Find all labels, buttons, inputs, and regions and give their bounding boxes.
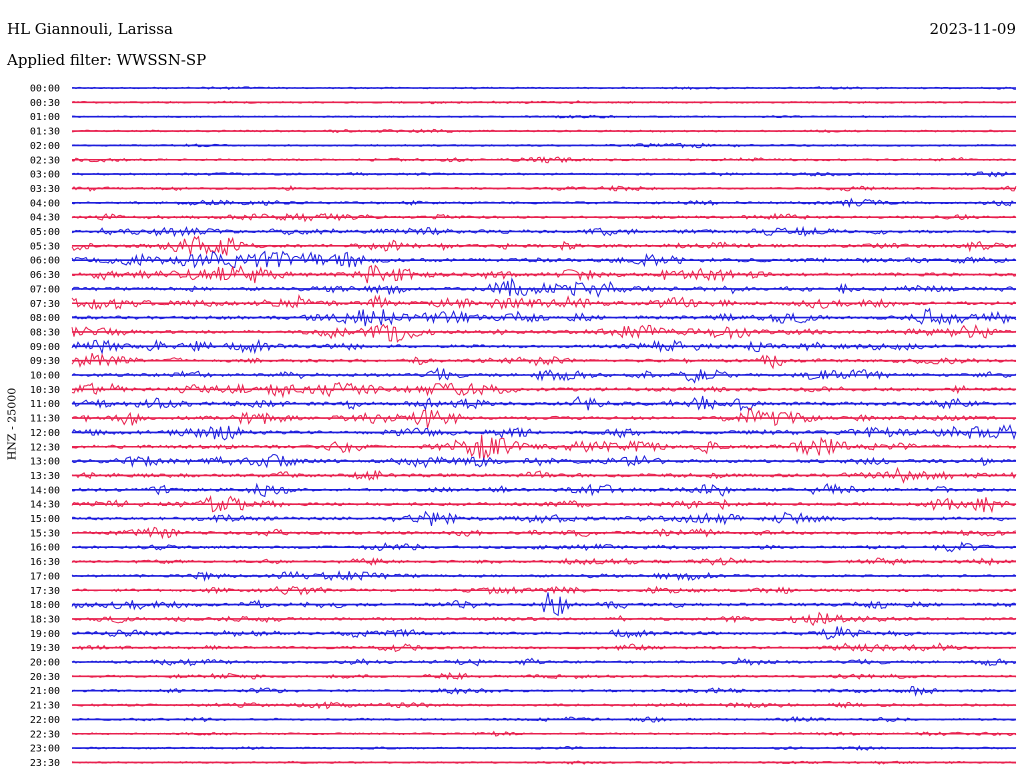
time-tick-label: 00:00	[30, 84, 60, 95]
trace-row	[71, 323, 1017, 343]
time-tick-labels: 00:00 00:30 01:00 01:30 02:00 02:30 03:00 03:30…	[30, 84, 60, 769]
time-tick-label: 09:00	[30, 342, 60, 353]
time-tick-label: 23:00	[30, 744, 60, 755]
time-tick-label: 14:00	[30, 485, 60, 496]
time-tick-label: 07:00	[30, 284, 60, 295]
time-tick-label: 21:30	[30, 701, 60, 712]
time-tick-label: 08:00	[30, 313, 60, 324]
time-tick-label: 11:00	[30, 399, 60, 410]
time-tick-label: 21:00	[30, 686, 60, 697]
time-tick-label: 03:00	[30, 170, 60, 181]
time-tick-label: 12:30	[30, 442, 60, 453]
time-tick-label: 16:30	[30, 557, 60, 568]
time-tick-label: 18:30	[30, 614, 60, 625]
time-tick-label: 19:30	[30, 643, 60, 654]
time-tick-label: 05:30	[30, 241, 60, 252]
time-tick-label: 18:00	[30, 600, 60, 611]
time-tick-label: 04:00	[30, 198, 60, 209]
time-tick-label: 17:30	[30, 586, 60, 597]
time-tick-label: 11:30	[30, 414, 60, 425]
time-tick-label: 22:30	[30, 729, 60, 740]
trace-row	[71, 277, 1017, 298]
time-tick-label: 12:00	[30, 428, 60, 439]
trace-row	[71, 611, 1017, 627]
trace-row	[71, 671, 1017, 681]
time-tick-label: 06:30	[30, 270, 60, 281]
time-tick-label: 05:00	[30, 227, 60, 238]
time-tick-label: 13:30	[30, 471, 60, 482]
time-tick-label: 07:30	[30, 299, 60, 310]
time-tick-label: 20:00	[30, 658, 60, 669]
time-tick-label: 02:30	[30, 155, 60, 166]
time-tick-label: 22:00	[30, 715, 60, 726]
time-tick-label: 01:00	[30, 112, 60, 123]
time-tick-label: 17:00	[30, 571, 60, 582]
date-label: 2023-11-09	[929, 20, 1016, 38]
trace-row	[71, 250, 1017, 269]
time-tick-label: 20:30	[30, 672, 60, 683]
station-title: HL Giannouli, Larissa	[7, 20, 173, 38]
trace-row	[71, 352, 1017, 370]
time-tick-label: 10:00	[30, 371, 60, 382]
time-tick-label: 04:30	[30, 213, 60, 224]
time-tick-label: 02:00	[30, 141, 60, 152]
time-tick-label: 15:00	[30, 514, 60, 525]
time-tick-label: 23:30	[30, 758, 60, 769]
trace-row	[71, 293, 1017, 311]
time-tick-label: 03:30	[30, 184, 60, 195]
time-tick-label: 08:30	[30, 327, 60, 338]
time-tick-label: 19:00	[30, 629, 60, 640]
time-tick-label: 13:00	[30, 457, 60, 468]
time-tick-label: 09:30	[30, 356, 60, 367]
time-tick-label: 01:30	[30, 127, 60, 138]
time-tick-label: 06:00	[30, 256, 60, 267]
seismic-traces	[71, 86, 1017, 765]
time-tick-label: 15:30	[30, 528, 60, 539]
time-tick-label: 16:00	[30, 543, 60, 554]
time-tick-label: 10:30	[30, 385, 60, 396]
time-tick-label: 14:30	[30, 500, 60, 511]
time-tick-label: 00:30	[30, 98, 60, 109]
filter-label: Applied filter: WWSSN-SP	[7, 51, 207, 69]
